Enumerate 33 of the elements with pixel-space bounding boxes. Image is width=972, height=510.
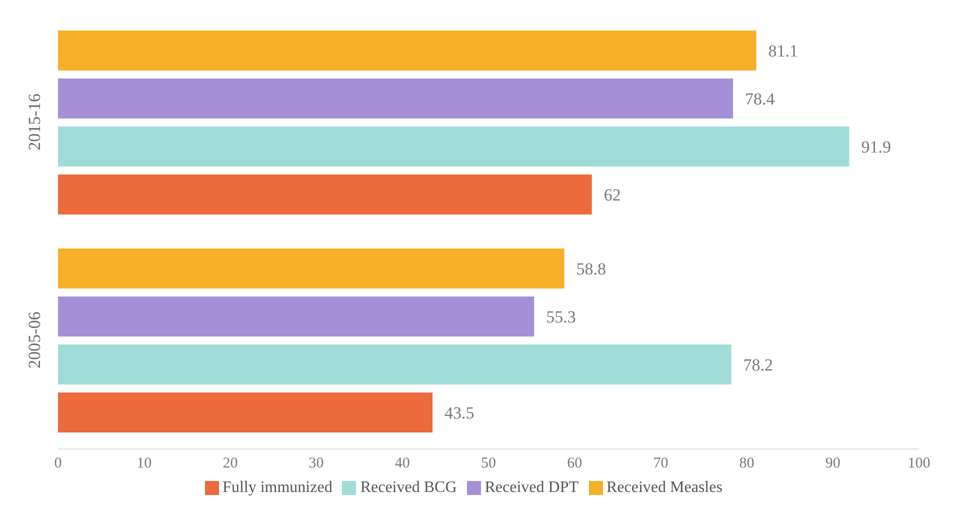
x-tick-label: 60 bbox=[567, 456, 582, 472]
x-tick-label: 10 bbox=[136, 456, 152, 472]
legend-label: Received Measles bbox=[606, 479, 722, 496]
bar bbox=[58, 30, 756, 70]
bar bbox=[58, 344, 732, 384]
x-tick-label: 100 bbox=[908, 456, 930, 472]
legend-label: Fully immunized bbox=[222, 479, 332, 496]
data-label: 78.4 bbox=[745, 89, 776, 108]
data-label: 43.5 bbox=[444, 403, 474, 422]
x-tick-label: 0 bbox=[54, 456, 62, 472]
x-tick-label: 90 bbox=[825, 456, 840, 472]
legend-label: Received BCG bbox=[360, 479, 457, 496]
bar bbox=[58, 174, 592, 214]
bar bbox=[58, 392, 433, 432]
legend-label: Received DPT bbox=[484, 479, 578, 496]
data-label: 58.8 bbox=[576, 259, 606, 278]
bar bbox=[58, 126, 850, 166]
data-label: 91.9 bbox=[861, 137, 892, 156]
y-tick-label: 2015-16 bbox=[25, 94, 44, 150]
y-tick-label: 2005-06 bbox=[25, 312, 44, 368]
x-tick-label: 30 bbox=[308, 456, 324, 472]
x-tick-label: 70 bbox=[653, 456, 668, 472]
bar bbox=[58, 78, 734, 118]
x-tick-label: 40 bbox=[394, 456, 410, 472]
x-tick-label: 20 bbox=[222, 456, 238, 472]
data-label: 81.1 bbox=[768, 41, 798, 60]
bar bbox=[58, 248, 564, 288]
x-tick-label: 80 bbox=[739, 456, 754, 472]
bar bbox=[58, 296, 534, 336]
x-tick-label: 50 bbox=[481, 456, 496, 472]
data-label: 55.3 bbox=[546, 307, 576, 326]
data-label: 62 bbox=[604, 185, 621, 204]
data-label: 78.2 bbox=[743, 355, 774, 374]
